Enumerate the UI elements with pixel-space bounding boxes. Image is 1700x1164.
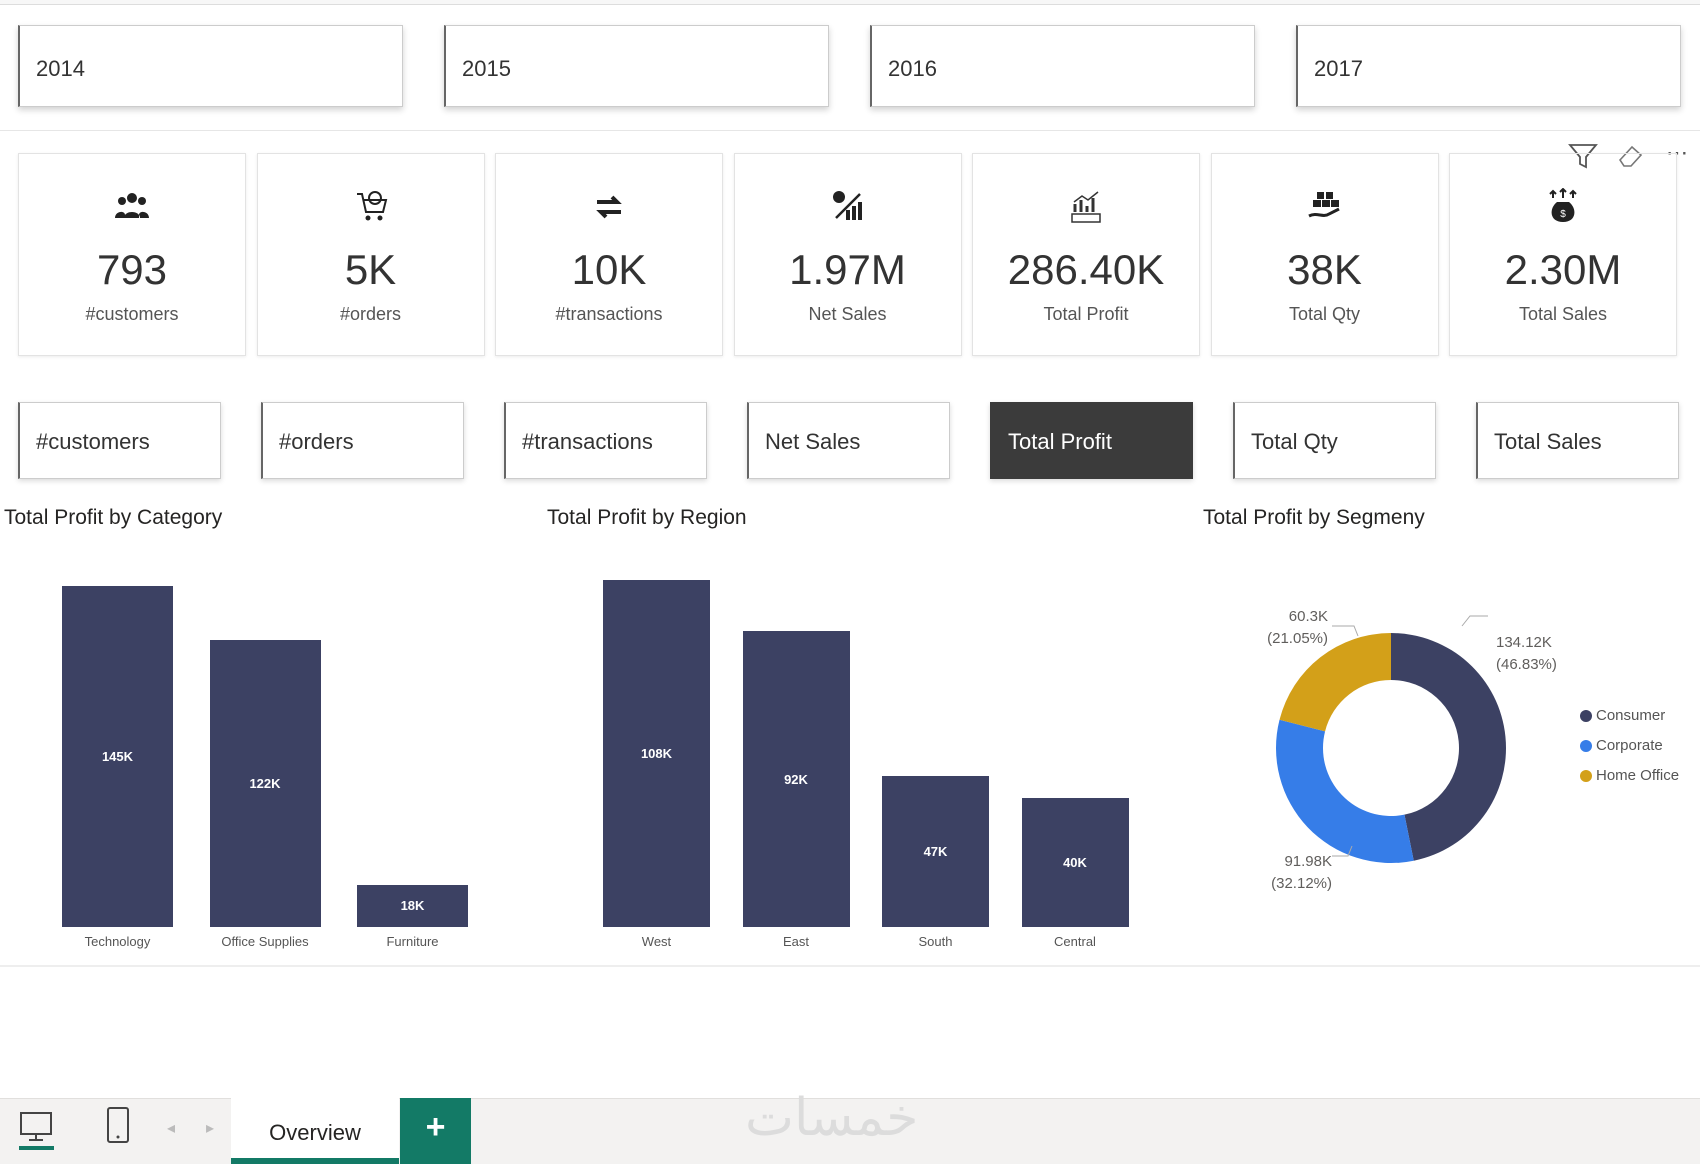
- data-label-corporate: 91.98K (32.12%): [1271, 853, 1332, 892]
- bar-central[interactable]: 40K: [1021, 798, 1129, 927]
- prev-page-icon[interactable]: ◂: [167, 1120, 176, 1137]
- leader-line: [1332, 625, 1359, 637]
- x-tick-label: Furniture: [386, 934, 439, 949]
- legend-dot: [1580, 769, 1592, 782]
- kpi-label: #customers: [85, 304, 179, 324]
- x-tick-label: South: [918, 934, 953, 949]
- kpi-card-orders: 5K #orders: [256, 153, 485, 356]
- bar-east[interactable]: 92K: [742, 631, 850, 927]
- chart-title-category: Total Profit by Category: [4, 506, 223, 529]
- top-bar: [0, 0, 1700, 5]
- kpi-value: 1.97M: [789, 246, 906, 293]
- bar-south[interactable]: 47K: [882, 775, 989, 927]
- donut-slice-home-office[interactable]: [1279, 633, 1391, 732]
- data-label-consumer: 134.12K (46.83%): [1496, 634, 1557, 673]
- exchange-arrows-icon: [496, 188, 722, 228]
- bar-office-supplies[interactable]: 122K: [209, 640, 321, 927]
- shopping-cart-icon: [258, 188, 484, 228]
- kpi-value: 10K: [571, 246, 647, 293]
- legend-item-home-office[interactable]: Home Office: [1580, 767, 1679, 784]
- kpi-value: 2.30M: [1504, 246, 1622, 293]
- bar-value-label: 108K: [640, 746, 673, 761]
- kpi-card-transactions: 10K #transactions: [495, 153, 723, 356]
- bar-value-label: 47K: [923, 843, 948, 859]
- kpi-card-customers: 793 #customers: [18, 153, 246, 356]
- bar-value-label: 92K: [784, 771, 808, 787]
- chart-title-segment: Total Profit by Segmeny: [1203, 506, 1425, 529]
- profit-chart-icon: [973, 188, 1199, 228]
- year-slicer-2017[interactable]: 2017: [1296, 25, 1681, 107]
- x-tick-label: East: [782, 934, 809, 949]
- legend-dot: [1580, 739, 1592, 752]
- kpi-card-total-qty: 38K Total Qty: [1210, 153, 1439, 356]
- kpi-label: #transactions: [555, 304, 663, 324]
- segment-donut-chart: [1276, 615, 1506, 863]
- bar-value-label: 40K: [1063, 855, 1087, 871]
- chart-title-region: Total Profit by Region: [547, 506, 747, 529]
- measure-button-transactions[interactable]: #transactions: [504, 402, 707, 479]
- legend-item-consumer[interactable]: Consumer: [1580, 707, 1679, 724]
- measure-button-total-qty[interactable]: Total Qty: [1233, 402, 1436, 479]
- kpi-label: Total Sales: [1518, 304, 1608, 324]
- year-slicer-2014[interactable]: 2014: [18, 25, 403, 107]
- kpi-value: 286.40K: [1007, 246, 1165, 293]
- sales-growth-icon: [735, 188, 961, 228]
- money-bag-icon: $: [1450, 188, 1676, 228]
- kpi-value: 5K: [344, 246, 397, 293]
- legend-label: Consumer: [1596, 707, 1666, 724]
- more-options-icon[interactable]: ⋯: [1666, 140, 1688, 165]
- divider: [0, 130, 1700, 131]
- measure-button-customers[interactable]: #customers: [18, 402, 221, 479]
- donut-slice-consumer[interactable]: [1391, 633, 1506, 861]
- legend-dot: [1580, 709, 1592, 722]
- legend-item-corporate[interactable]: Corporate: [1580, 737, 1679, 754]
- people-icon: [19, 188, 245, 228]
- tab-overview[interactable]: Overview: [231, 1098, 399, 1164]
- kpi-card-total-sales: $2.30M Total Sales: [1449, 153, 1677, 356]
- measure-button-net-sales[interactable]: Net Sales: [747, 402, 950, 479]
- donut-legend: Consumer Corporate Home Office: [1580, 707, 1679, 784]
- kpi-label: Net Sales: [808, 304, 887, 324]
- kpi-label: #orders: [339, 304, 402, 324]
- kpi-card-total-profit: 286.40K Total Profit: [972, 153, 1200, 356]
- boxes-hand-icon: [1212, 188, 1438, 228]
- x-tick-label: West: [641, 934, 672, 949]
- svg-text:$: $: [1560, 209, 1566, 220]
- measure-button-orders[interactable]: #orders: [261, 402, 464, 479]
- kpi-value: 38K: [1287, 246, 1362, 293]
- bar-value-label: 122K: [249, 776, 281, 792]
- donut-slice-corporate[interactable]: [1276, 719, 1414, 863]
- kpi-label: Total Profit: [1043, 304, 1129, 324]
- leader-line: [1461, 615, 1488, 627]
- kpi-value: 793: [96, 246, 168, 293]
- x-tick-label: Office Supplies: [221, 934, 309, 949]
- add-page-button[interactable]: +: [400, 1098, 471, 1164]
- year-slicer-2015[interactable]: 2015: [444, 25, 829, 107]
- legend-label: Home Office: [1596, 767, 1680, 784]
- year-slicer-2016[interactable]: 2016: [870, 25, 1255, 107]
- bar-furniture[interactable]: 18K: [357, 884, 468, 927]
- desktop-view-icon[interactable]: [18, 1110, 61, 1155]
- kpi-label: Total Qty: [1288, 304, 1361, 324]
- bar-value-label: 145K: [101, 749, 134, 764]
- next-page-icon[interactable]: ▸: [206, 1120, 215, 1137]
- filter-icon[interactable]: [1568, 142, 1598, 175]
- bar-west[interactable]: 108K: [603, 580, 710, 927]
- mobile-view-icon[interactable]: [106, 1106, 130, 1149]
- panel-border: [0, 965, 1700, 967]
- bar-technology[interactable]: 145K: [62, 586, 173, 927]
- leader-line: [1332, 845, 1353, 857]
- eraser-icon[interactable]: [1616, 142, 1646, 175]
- measure-button-total-sales[interactable]: Total Sales: [1476, 402, 1679, 479]
- watermark-logo: خمسات: [745, 1088, 919, 1148]
- legend-label: Corporate: [1596, 737, 1663, 754]
- measure-button-total-profit[interactable]: Total Profit: [990, 402, 1193, 479]
- kpi-card-net-sales: 1.97M Net Sales: [733, 153, 962, 356]
- x-tick-label: Central: [1054, 934, 1096, 949]
- x-tick-label: Technology: [84, 934, 151, 949]
- bar-value-label: 18K: [400, 898, 425, 914]
- data-label-home-office: 60.3K (21.05%): [1267, 608, 1328, 647]
